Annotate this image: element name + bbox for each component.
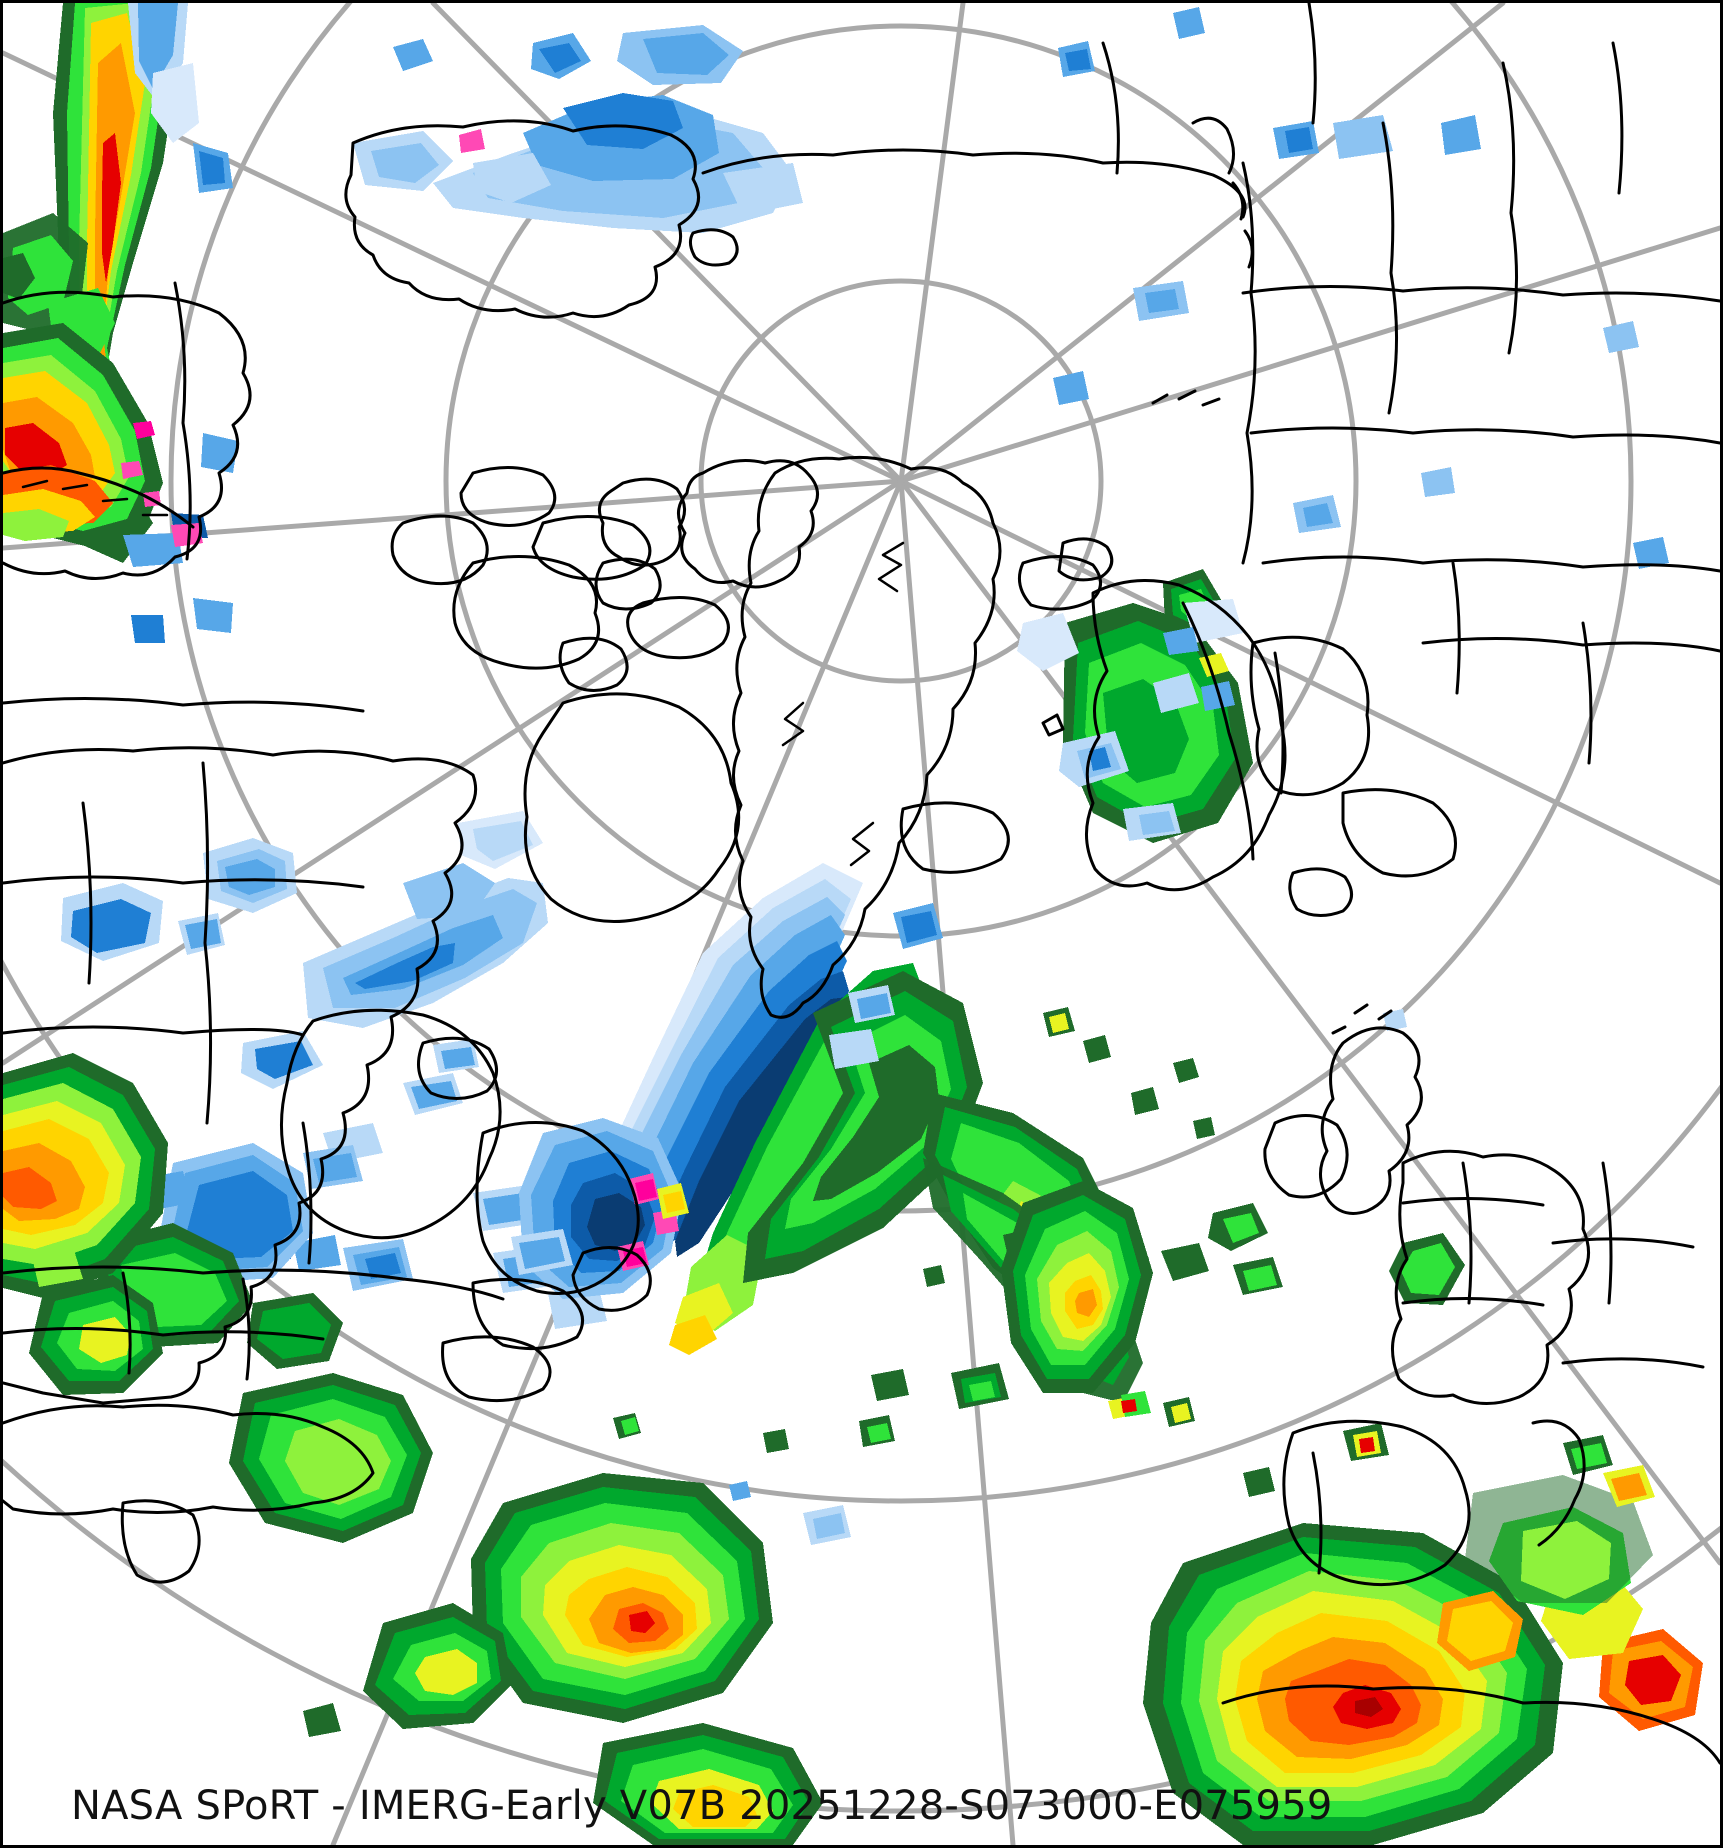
product-caption: NASA SPoRT - IMERG-Early V07B 20251228-S… [71,1783,1333,1829]
